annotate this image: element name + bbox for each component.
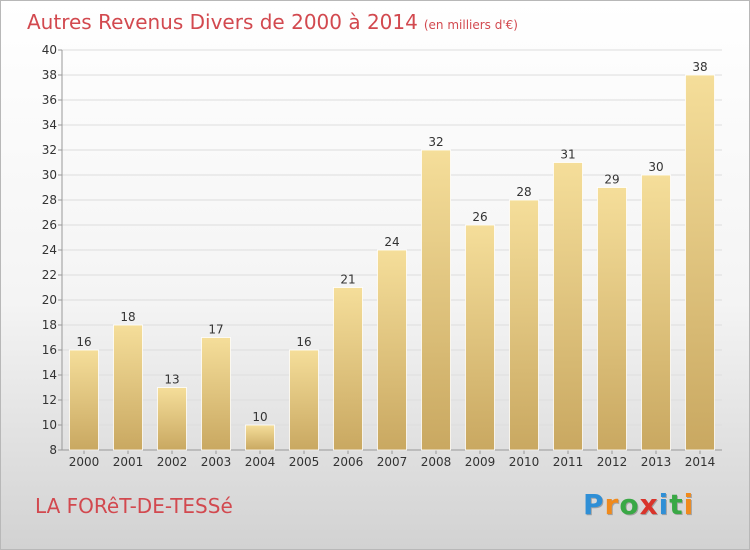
place-name: LA FORêT-DE-TESSé — [35, 494, 233, 518]
y-tick-label: 12 — [42, 393, 57, 407]
bar-2009 — [465, 224, 495, 451]
logo-letter: i — [658, 488, 670, 521]
x-tick-label-2004: 2004 — [245, 455, 276, 469]
chart-title: Autres Revenus Divers de 2000 à 2014 (en … — [27, 10, 518, 34]
data-label-2013: 30 — [648, 160, 663, 174]
y-tick-label: 36 — [42, 93, 57, 107]
labels: 8 10 12 14 16 18 20 22 24 26 28 30 32 34 36 38 40 16 2000 1… — [42, 43, 716, 469]
logo-letter: r — [604, 488, 620, 521]
logo-letter: t — [669, 488, 684, 521]
logo-letter: P — [583, 488, 605, 521]
y-tick-label: 38 — [42, 68, 57, 82]
x-tick-label-2010: 2010 — [509, 455, 540, 469]
bar-2011 — [553, 162, 583, 451]
data-label-2004: 10 — [252, 410, 267, 424]
logo-letter: x — [639, 488, 659, 521]
y-tick-label: 26 — [42, 218, 57, 232]
x-tick-label-2002: 2002 — [157, 455, 188, 469]
logo-letter: o — [619, 488, 640, 521]
x-tick-label-2000: 2000 — [69, 455, 100, 469]
data-label-2014: 38 — [692, 60, 707, 74]
bar-2013 — [641, 174, 671, 451]
y-tick-label: 10 — [42, 418, 57, 432]
bar-2008 — [421, 149, 451, 451]
y-tick-label: 16 — [42, 343, 57, 357]
data-label-2008: 32 — [428, 135, 443, 149]
x-tick-label-2014: 2014 — [685, 455, 716, 469]
data-label-2006: 21 — [340, 273, 355, 287]
data-label-2012: 29 — [604, 173, 619, 187]
y-tick-label: 14 — [42, 368, 57, 382]
x-tick-label-2012: 2012 — [597, 455, 628, 469]
x-tick-label-2011: 2011 — [553, 455, 584, 469]
logo-letter: i — [683, 488, 695, 521]
x-tick-label-2005: 2005 — [289, 455, 320, 469]
x-tick-label-2007: 2007 — [377, 455, 408, 469]
data-label-2010: 28 — [516, 185, 531, 199]
y-tick-label: 40 — [42, 43, 57, 57]
data-label-2011: 31 — [560, 148, 575, 162]
data-label-2007: 24 — [384, 235, 399, 249]
data-label-2002: 13 — [164, 373, 179, 387]
bar-2002 — [157, 387, 187, 451]
x-tick-label-2003: 2003 — [201, 455, 232, 469]
bar-2001 — [113, 324, 143, 451]
chart-title-text: Autres Revenus Divers de 2000 à 2014 — [27, 10, 418, 34]
y-tick-label: 24 — [42, 243, 57, 257]
data-label-2000: 16 — [76, 335, 91, 349]
x-tick-label-2013: 2013 — [641, 455, 672, 469]
proxiti-logo: Proxiti — [583, 488, 694, 521]
bar-2004 — [245, 424, 275, 451]
y-tick-label: 30 — [42, 168, 57, 182]
x-tick-label-2006: 2006 — [333, 455, 364, 469]
y-tick-label: 28 — [42, 193, 57, 207]
data-label-2005: 16 — [296, 335, 311, 349]
bar-2005 — [289, 349, 319, 451]
bar-2007 — [377, 249, 407, 451]
y-tick-label: 32 — [42, 143, 57, 157]
y-tick-label: 18 — [42, 318, 57, 332]
chart-unit-label: (en milliers d'€) — [423, 18, 518, 32]
y-tick-label: 22 — [42, 268, 57, 282]
x-tick-label-2009: 2009 — [465, 455, 496, 469]
y-tick-label: 20 — [42, 293, 57, 307]
bar-2006 — [333, 287, 363, 451]
bar-2010 — [509, 199, 539, 451]
bar-2014 — [685, 74, 715, 451]
bars — [69, 74, 715, 451]
data-label-2001: 18 — [120, 310, 135, 324]
bar-2000 — [69, 349, 99, 451]
x-tick-label-2001: 2001 — [113, 455, 144, 469]
data-label-2009: 26 — [472, 210, 487, 224]
x-tick-label-2008: 2008 — [421, 455, 452, 469]
data-label-2003: 17 — [208, 323, 223, 337]
bar-2012 — [597, 187, 627, 451]
y-tick-label: 8 — [49, 443, 57, 457]
y-tick-label: 34 — [42, 118, 57, 132]
bar-2003 — [201, 337, 231, 451]
